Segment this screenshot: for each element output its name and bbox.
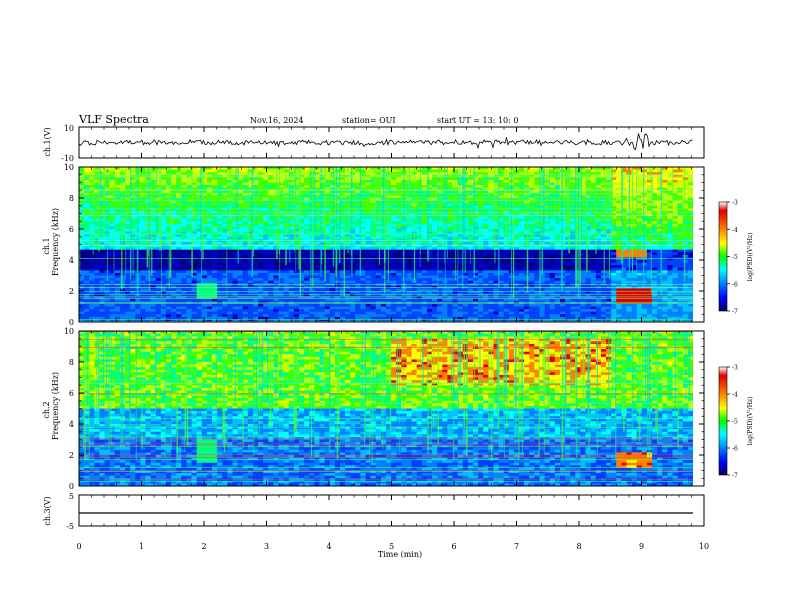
ch1-spectrogram-image [79,167,704,323]
freq-tick-label: 10 [64,327,74,336]
freq-tick-label: 8 [69,358,74,367]
colorbar-tick-label: -7 [732,473,738,480]
date-label: Nov.16, 2024 [250,116,304,125]
ch2-freq-ylabel: Frequency (kHz) [51,372,60,440]
time-tick-label: 2 [201,542,206,551]
ch1-colorbar-label: log(PSD)(V²/Hz) [747,233,754,282]
time-tick-label: 10 [699,542,709,551]
ch1-freq-ticks: 0 2 4 6 8 10 [64,163,704,327]
time-tick-label: 5 [389,542,394,551]
ch2-colorbar: -3 -4 -5 -6 -7 log(PSD)(V²/Hz) [718,365,754,480]
ch3-waveform-panel: 5 -5 ch.3(V) [43,492,705,531]
colorbar-tick-label: -3 [732,200,738,207]
colorbar-tick-label: -4 [732,392,738,399]
colorbar-tick-label: -3 [732,365,738,372]
time-tick-label: 3 [264,542,269,551]
freq-tick-label: 0 [69,482,74,491]
figure-title: VLF Spectra [78,113,149,126]
ch3-ytick-bottom: -5 [66,522,74,531]
ch2-colorbar-gradient [718,366,728,476]
ch3-waveform-ylabel: ch.3(V) [43,496,52,525]
colorbar-tick-label: -6 [732,446,738,453]
ch2-colorbar-ticks: -3 -4 -5 -6 -7 [727,365,738,480]
colorbar-tick-label: -7 [732,309,738,316]
ch2-spectrogram-image [79,331,704,487]
ch2-channel-label: ch.2 [42,401,51,418]
time-tick-label: 4 [326,542,331,551]
ch1-ytick-bottom: -10 [61,154,74,163]
freq-tick-label: 10 [64,163,74,172]
freq-tick-label: 0 [69,318,74,327]
time-tick-label: 8 [576,542,581,551]
time-axis-label: Time (min) [378,550,422,559]
time-tick-label: 6 [451,542,456,551]
ch1-waveform-ylabel: ch.1(V) [43,127,52,156]
ch2-spectrogram-panel: 0 2 4 6 8 10 ch.2 Frequency (kHz) [42,327,705,491]
ch2-colorbar-label: log(PSD)(V²/Hz) [747,397,754,446]
time-axis-ticks [78,127,705,526]
freq-tick-label: 4 [69,420,74,429]
freq-tick-label: 6 [69,225,74,234]
ch1-channel-label: ch.1 [42,237,51,254]
freq-tick-label: 8 [69,194,74,203]
ch1-waveform-panel: 10 -10 ch.1(V) [43,124,705,163]
colorbar-tick-label: -5 [732,254,738,261]
ch1-spectrogram-panel: 0 2 4 6 8 10 ch.1 Frequency (kHz) [42,163,705,327]
ch1-freq-ylabel: Frequency (kHz) [51,208,60,276]
time-axis-labels: 0 1 2 3 4 5 6 7 8 9 10 [76,542,709,551]
colorbar-tick-label: -4 [732,227,738,234]
freq-tick-label: 6 [69,389,74,398]
start-ut-label: start UT = 13: 10: 0 [437,116,518,125]
time-tick-label: 0 [76,542,81,551]
ch1-colorbar-gradient [718,201,728,312]
time-tick-label: 1 [139,542,144,551]
time-tick-label: 7 [514,542,519,551]
freq-tick-label: 4 [69,256,74,265]
ch2-freq-ticks: 0 2 4 6 8 10 [64,327,704,491]
ch1-waveform-line [78,133,693,151]
colorbar-tick-label: -6 [732,281,738,288]
colorbar-tick-label: -5 [732,419,738,426]
time-tick-label: 9 [639,542,644,551]
station-label: station= OUI [342,116,396,125]
ch3-ytick-top: 5 [69,492,74,501]
ch1-colorbar: -3 -4 -5 -6 -7 log(PSD)(V²/Hz) [718,200,754,316]
freq-tick-label: 2 [69,451,74,460]
ch1-ytick-top: 10 [64,124,74,133]
freq-tick-label: 2 [69,287,74,296]
ch1-colorbar-ticks: -3 -4 -5 -6 -7 [727,200,738,316]
